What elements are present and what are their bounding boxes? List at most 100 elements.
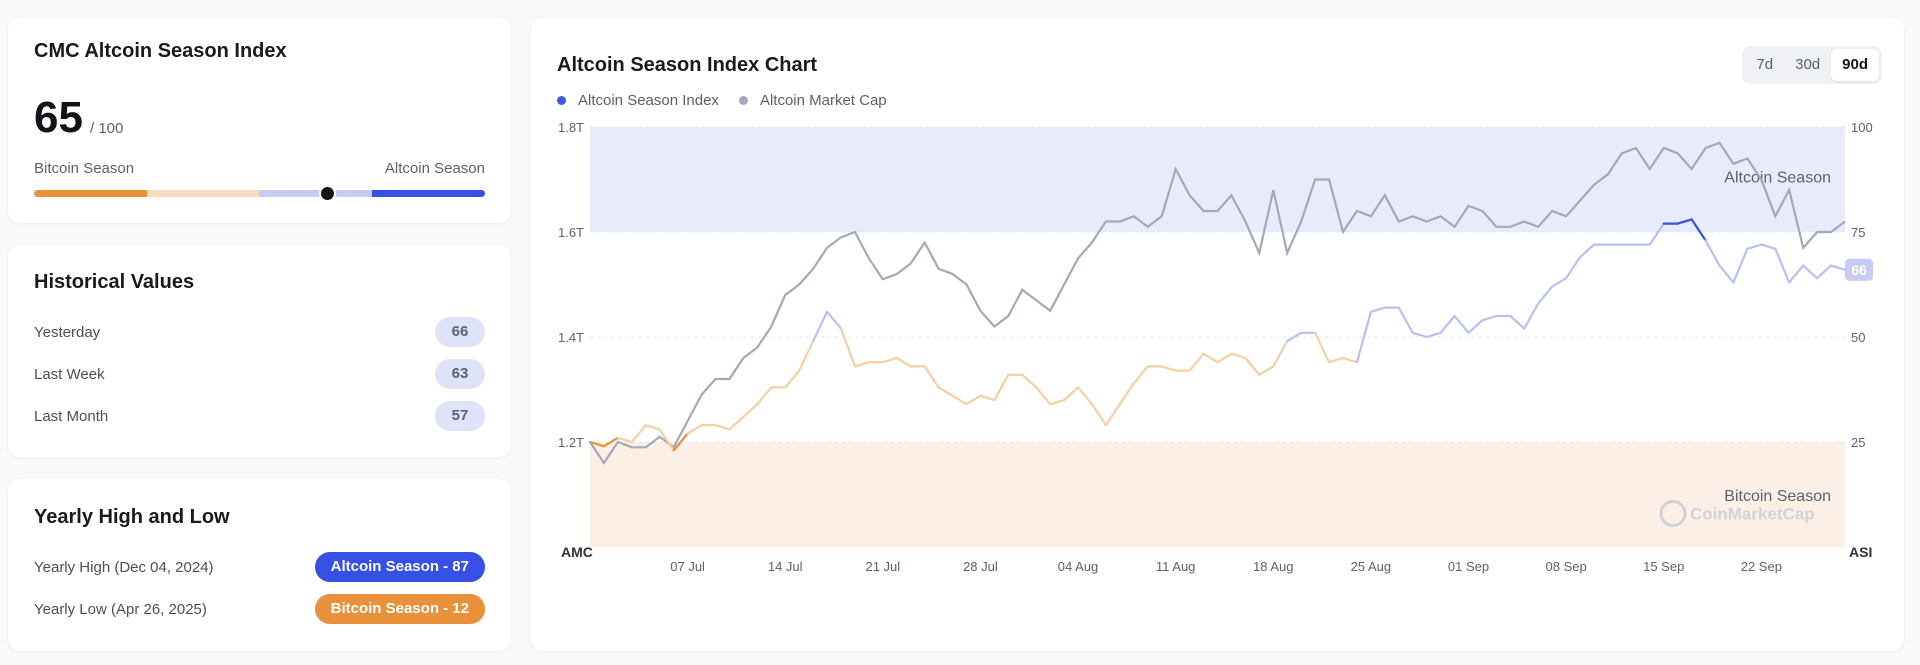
chart-gridlines: [590, 126, 1845, 443]
index-line-segment: [1411, 331, 1428, 339]
index-line-segment: [965, 394, 982, 406]
gauge-altcoin-segment: [372, 190, 485, 197]
index-series-line: [588, 218, 1847, 452]
index-line-segment: [1049, 398, 1066, 406]
index-line-segment: [1704, 239, 1721, 267]
altcoin-season-label: Altcoin Season: [384, 160, 485, 177]
index-line-segment: [951, 394, 968, 406]
index-line-segment: [1327, 356, 1345, 364]
right-tick-label: 50: [1851, 330, 1865, 345]
season-gauge: [34, 185, 485, 202]
index-line-segment: [1202, 352, 1219, 364]
x-tick-label: 18 Aug: [1253, 559, 1294, 574]
coinmarketcap-logo-icon: [1659, 499, 1687, 527]
index-line-segment: [1774, 247, 1791, 284]
index-line-segment: [1523, 302, 1540, 330]
chart-title: Altcoin Season Index Chart: [557, 54, 818, 76]
index-line-segment: [812, 310, 829, 343]
bitcoin-season-zone: [590, 442, 1845, 547]
index-line-segment: [1076, 386, 1094, 406]
index-card-title: CMC Altcoin Season Index: [34, 40, 287, 62]
legend-label: Altcoin Season Index: [578, 92, 719, 109]
index-line-segment: [993, 373, 1010, 402]
left-tick-label: 1.4T: [558, 330, 584, 345]
current-value-badge: [1845, 258, 1873, 281]
yearly-high-badge: Altcoin Season - 87: [314, 552, 485, 582]
index-line-segment: [1230, 352, 1247, 360]
x-tick-label: 08 Sep: [1546, 559, 1587, 574]
x-tick-label: 15 Sep: [1643, 559, 1684, 574]
index-line-segment: [1090, 403, 1108, 427]
historical-values-card: Historical Values Yesterday 66 Last Week…: [8, 245, 511, 457]
x-tick-label: 01 Sep: [1448, 559, 1489, 574]
left-tick-label: 1.6T: [558, 225, 584, 240]
tab-30d[interactable]: 30d: [1795, 56, 1821, 73]
right-tick-label: 100: [1851, 120, 1873, 135]
bitcoin-season-label: Bitcoin Season: [34, 160, 135, 177]
history-label: Yesterday: [34, 324, 101, 341]
legend-item-altcoin-season-index[interactable]: Altcoin Season Index: [557, 92, 719, 109]
index-line-segment: [1369, 306, 1386, 313]
gauge-indicator: [318, 185, 336, 202]
yearly-low-badge: Bitcoin Season - 12: [314, 594, 485, 624]
index-line-segment: [1035, 386, 1052, 406]
x-tick-label: 28 Jul: [963, 559, 998, 574]
index-line-segment: [1397, 306, 1414, 334]
index-line-segment: [756, 386, 773, 406]
index-line-segment: [602, 436, 619, 448]
gauge-bitcoin-light-segment: [147, 190, 259, 197]
watermark-text: CoinMarketCap: [1690, 504, 1815, 523]
x-tick-label: 14 Jul: [768, 559, 803, 574]
index-line-segment: [1453, 314, 1470, 334]
index-line-segment: [588, 440, 606, 448]
index-line-segment: [1188, 352, 1205, 372]
index-line-segment: [686, 424, 703, 435]
index-line-segment: [1788, 264, 1805, 284]
index-line-segment: [1244, 356, 1261, 376]
legend-label: Altcoin Market Cap: [759, 92, 887, 109]
right-axis-ticks: 100 75 50 25: [1851, 120, 1873, 450]
x-axis-ticks: 07 Jul 14 Jul 21 Jul 28 Jul 04 Aug 11 Aug 18 A…: [670, 559, 1782, 574]
historical-title: Historical Values: [34, 271, 195, 293]
gauge-bitcoin-segment: [34, 190, 147, 197]
legend-dot-icon: [557, 96, 566, 105]
index-line-segment: [1802, 264, 1819, 280]
tab-90d[interactable]: 90d: [1831, 49, 1879, 81]
index-line-segment: [937, 386, 954, 397]
history-row-last-month: Last Month 57: [34, 401, 485, 431]
index-line-segment: [1816, 264, 1833, 280]
index-line-segment: [742, 403, 759, 418]
chart-legend: Altcoin Season Index Altcoin Market Cap: [557, 92, 887, 109]
index-line-segment: [1314, 331, 1331, 364]
history-row-last-week: Last Week 63: [34, 359, 485, 389]
index-line-segment: [1258, 365, 1275, 376]
yearly-high-row: Yearly High (Dec 04, 2024) Altcoin Seaso…: [34, 552, 485, 582]
index-line-segment: [1829, 264, 1847, 271]
index-line-segment: [1118, 382, 1135, 406]
index-line-segment: [1439, 314, 1456, 334]
index-line-segment: [1272, 340, 1289, 368]
coinmarketcap-watermark: CoinMarketCap: [1659, 499, 1815, 527]
index-line-segment: [1509, 314, 1526, 330]
index-line-segment: [1160, 365, 1177, 372]
index-line-segment: [1341, 356, 1359, 364]
legend-dot-icon: [738, 96, 748, 105]
left-tick-label: 1.2T: [558, 435, 584, 450]
index-line-segment: [784, 369, 801, 389]
index-max: / 100: [90, 120, 124, 137]
x-tick-label: 11 Aug: [1156, 559, 1196, 574]
index-line-segment: [1690, 218, 1707, 242]
altcoin-season-chart[interactable]: Altcoin Season Bitcoin Season CoinMarket…: [531, 18, 1904, 618]
tab-7d[interactable]: 7d: [1756, 56, 1774, 73]
altcoin-season-zone: [590, 127, 1845, 232]
left-axis-ticks: 1.8T 1.6T 1.4T 1.2T: [558, 120, 584, 450]
legend-item-altcoin-market-cap[interactable]: Altcoin Market Cap: [738, 92, 887, 109]
altcoin-season-zone-label: Altcoin Season: [1724, 169, 1831, 186]
index-line-segment: [1537, 285, 1554, 305]
history-label: Last Month: [34, 408, 109, 425]
index-line-segment: [1467, 319, 1484, 334]
index-line-segment: [630, 424, 647, 444]
time-range-tabs: 7d 30d 90d: [1742, 46, 1882, 84]
index-line-segment: [1551, 277, 1568, 288]
index-line-segment: [895, 356, 912, 368]
